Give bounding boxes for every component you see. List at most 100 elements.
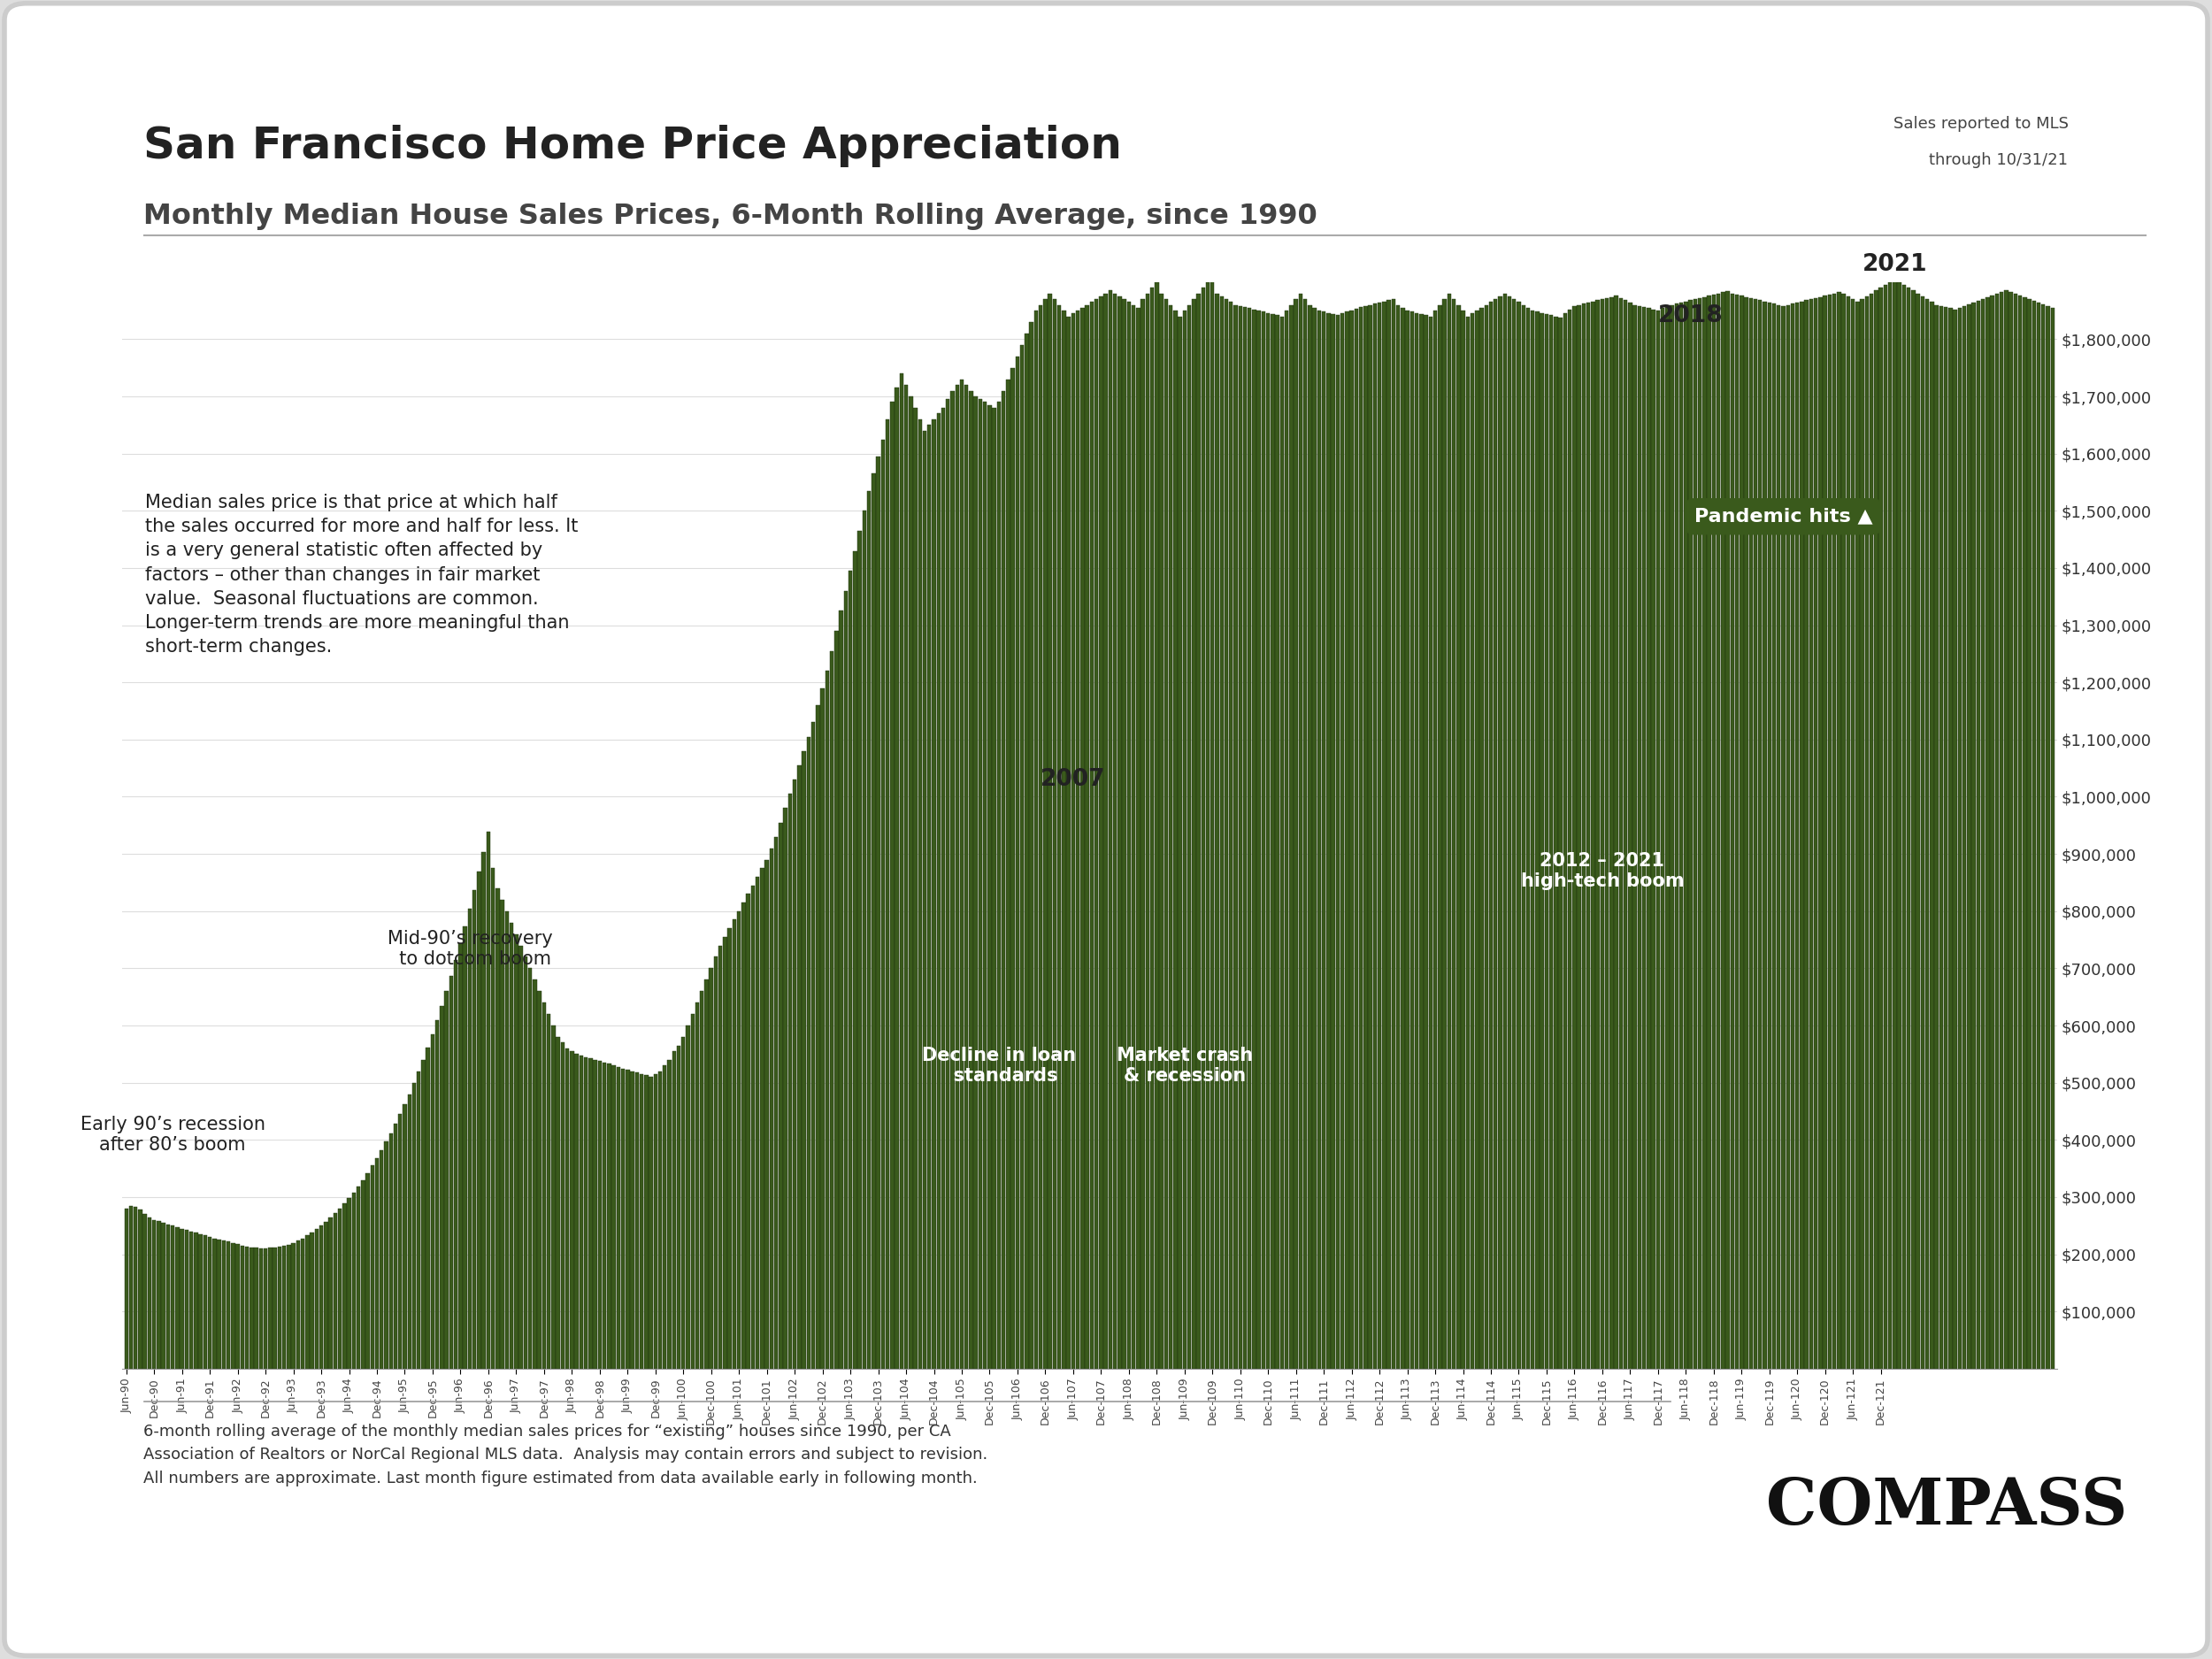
Bar [580, 1055, 584, 1369]
Bar [431, 1034, 434, 1369]
Bar [931, 420, 936, 1369]
Bar [922, 431, 927, 1369]
Text: COMPASS: COMPASS [1765, 1475, 2128, 1538]
Bar [1688, 300, 1692, 1369]
Bar [338, 1208, 343, 1369]
Bar [319, 1226, 323, 1369]
Bar [259, 1249, 263, 1369]
Bar [1433, 310, 1438, 1369]
Bar [478, 871, 480, 1369]
Bar [774, 836, 779, 1369]
Bar [495, 888, 500, 1369]
Bar [296, 1241, 301, 1369]
Bar [2051, 309, 2055, 1369]
Bar [575, 1053, 580, 1369]
Bar [2004, 290, 2008, 1369]
Bar [184, 1231, 188, 1369]
Bar [1206, 282, 1210, 1369]
Bar [1210, 277, 1214, 1369]
Bar [1513, 299, 1515, 1369]
Bar [653, 1073, 657, 1369]
Bar [1261, 312, 1265, 1369]
Bar [1489, 302, 1493, 1369]
Bar [1270, 314, 1274, 1369]
Bar [144, 1214, 146, 1369]
Bar [520, 946, 522, 1369]
Bar [411, 1083, 416, 1369]
Bar [1044, 299, 1046, 1369]
Bar [1416, 314, 1418, 1369]
Bar [1801, 302, 1803, 1369]
Bar [1048, 294, 1053, 1369]
Bar [1703, 297, 1705, 1369]
Bar [566, 1048, 568, 1369]
Bar [816, 705, 821, 1369]
Bar [1776, 305, 1781, 1369]
Bar [551, 1025, 555, 1369]
Bar [361, 1180, 365, 1369]
Bar [272, 1248, 276, 1369]
Bar [1860, 299, 1865, 1369]
Text: Early 90’s recession
after 80’s boom: Early 90’s recession after 80’s boom [80, 1117, 265, 1155]
Bar [1409, 312, 1413, 1369]
Text: Market crash
& recession: Market crash & recession [1117, 1047, 1252, 1085]
Bar [659, 1072, 661, 1369]
Bar [330, 1218, 332, 1369]
Bar [783, 808, 787, 1369]
Bar [1285, 310, 1290, 1369]
Bar [161, 1223, 166, 1369]
Bar [905, 385, 909, 1369]
Bar [613, 1065, 615, 1369]
Bar [863, 511, 867, 1369]
Bar [1745, 297, 1747, 1369]
Bar [1772, 304, 1776, 1369]
Bar [1832, 294, 1836, 1369]
Bar [1610, 297, 1613, 1369]
Bar [487, 831, 491, 1369]
Bar [1517, 302, 1520, 1369]
Bar [1345, 312, 1349, 1369]
Bar [1836, 292, 1840, 1369]
Bar [199, 1234, 204, 1369]
Bar [1637, 305, 1641, 1369]
Text: San Francisco Home Price Appreciation: San Francisco Home Price Appreciation [144, 124, 1121, 168]
Bar [1146, 294, 1150, 1369]
Bar [1666, 305, 1670, 1369]
Text: Sales reported to MLS: Sales reported to MLS [1893, 116, 2068, 133]
Bar [1754, 299, 1759, 1369]
Bar [212, 1238, 217, 1369]
Bar [1781, 305, 1785, 1369]
Bar [1391, 299, 1396, 1369]
Bar [1975, 300, 1980, 1369]
Bar [250, 1248, 254, 1369]
Bar [352, 1193, 356, 1369]
Bar [1363, 305, 1367, 1369]
Bar [398, 1115, 403, 1369]
Bar [1936, 305, 1938, 1369]
Bar [792, 780, 796, 1369]
Bar [2042, 304, 2046, 1369]
Bar [1252, 310, 1256, 1369]
Bar [170, 1226, 175, 1369]
Bar [1759, 300, 1763, 1369]
Bar [1387, 300, 1391, 1369]
Bar [821, 688, 825, 1369]
Bar [695, 1002, 699, 1369]
Bar [356, 1186, 361, 1369]
Bar [1332, 314, 1336, 1369]
Text: Monthly Median House Sales Prices, 6-Month Rolling Average, since 1990: Monthly Median House Sales Prices, 6-Mon… [144, 202, 1318, 231]
Bar [221, 1241, 226, 1369]
Bar [1358, 307, 1363, 1369]
Bar [1040, 305, 1042, 1369]
Bar [1509, 297, 1511, 1369]
Bar [1599, 299, 1604, 1369]
Bar [1091, 302, 1093, 1369]
Bar [796, 765, 801, 1369]
Bar [942, 408, 945, 1369]
Bar [124, 1208, 128, 1369]
Bar [445, 990, 449, 1369]
Bar [1369, 305, 1371, 1369]
Bar [1029, 322, 1033, 1369]
Bar [978, 400, 982, 1369]
Bar [1916, 294, 1920, 1369]
